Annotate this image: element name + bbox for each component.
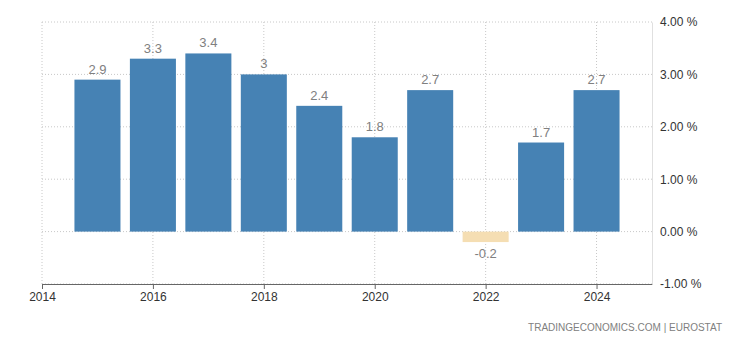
y-tick: 3.00 % (652, 68, 698, 82)
bar (74, 80, 120, 232)
data-label: 2.9 (88, 62, 106, 77)
bar (463, 232, 509, 242)
x-tick-label: 2014 (29, 290, 56, 304)
grid-line-x (42, 22, 43, 284)
data-label: -0.2 (474, 246, 496, 261)
source: TRADINGECONOMICS.COM | EUROSTAT (528, 322, 722, 333)
data-label: 1.7 (532, 125, 550, 140)
chart: 2.93.33.432.41.82.7-0.21.72.720142016201… (0, 0, 730, 340)
x-tick-mark (375, 284, 376, 289)
bar (130, 59, 176, 232)
x-tick: 2018 (251, 284, 278, 304)
y-axis: -1.00 % 0.00 % 1.00 % 2.00 % 3.00 % 4.00 % (652, 15, 702, 291)
y-tick-label: 3.00 % (660, 68, 698, 82)
x-axis: 2014 2016 2018 2020 2022 2024 (29, 284, 652, 304)
grid-line-y (42, 284, 652, 285)
bar (241, 74, 287, 231)
x-tick-label: 2016 (140, 290, 167, 304)
grid (42, 22, 652, 284)
y-axis-line (652, 23, 653, 285)
y-tick-label: 0.00 % (660, 225, 698, 239)
x-tick-label: 2018 (251, 290, 278, 304)
data-label: 3.4 (199, 35, 217, 50)
x-tick-mark (264, 284, 265, 289)
bar (407, 90, 453, 231)
x-tick-mark (486, 284, 487, 289)
x-tick-label: 2022 (473, 290, 500, 304)
grid-line-x (485, 22, 486, 284)
x-tick-label: 2020 (362, 290, 389, 304)
bar (185, 53, 231, 231)
data-label: 2.7 (588, 72, 606, 87)
y-tick-label: -1.00 % (660, 277, 702, 291)
data-label: 3 (260, 56, 267, 71)
data-label: 3.3 (144, 41, 162, 56)
y-tick-label: 1.00 % (660, 173, 698, 187)
x-tick: 2020 (362, 284, 389, 304)
x-tick-label: 2024 (584, 290, 611, 304)
y-tick: -1.00 % (652, 277, 702, 291)
data-label: 1.8 (366, 119, 384, 134)
data-label: 2.7 (421, 72, 439, 87)
grid-line-y (42, 22, 652, 23)
x-tick: 2022 (473, 284, 500, 304)
y-tick: 2.00 % (652, 120, 698, 134)
x-tick: 2024 (584, 284, 611, 304)
y-tick: 4.00 % (652, 15, 698, 29)
bar (574, 90, 620, 231)
x-tick-mark (42, 284, 43, 289)
x-axis-line (43, 284, 653, 285)
bar (518, 143, 564, 232)
data-labels: 2.9 3.3 3.4 3 2.4 1.8 2.7 -0.2 1.7 2.7 (88, 35, 605, 261)
bar (296, 106, 342, 232)
x-tick-mark (153, 284, 154, 289)
x-tick-mark (597, 284, 598, 289)
x-tick: 2016 (140, 284, 167, 304)
y-tick: 0.00 % (652, 225, 698, 239)
x-tick: 2014 (29, 284, 56, 304)
y-tick-label: 2.00 % (660, 120, 698, 134)
data-label: 2.4 (310, 88, 328, 103)
bars (74, 53, 619, 242)
y-tick-label: 4.00 % (660, 15, 698, 29)
bar (352, 137, 398, 231)
y-tick: 1.00 % (652, 173, 698, 187)
